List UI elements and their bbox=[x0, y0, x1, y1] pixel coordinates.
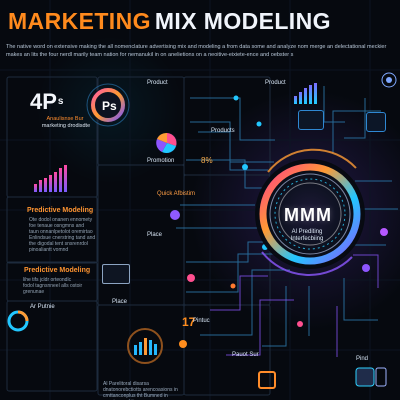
bottom-label-b: Pauot Sur bbox=[232, 352, 259, 358]
big-stat-suffix: s bbox=[57, 96, 64, 107]
core-subtitle-1: Al Prediting bbox=[291, 229, 323, 235]
section-1-line-2: foe tenaue osngmns and bbox=[29, 223, 85, 229]
section-2-line-1: lihe tifs jcldr orteondlc bbox=[23, 277, 72, 283]
top-right-product-label: Product bbox=[265, 80, 286, 86]
pie-icon bbox=[12, 312, 26, 326]
monitor-icon bbox=[366, 112, 386, 132]
settings-icon bbox=[102, 264, 130, 284]
bottom-label-a: Pintuc bbox=[193, 318, 210, 324]
stat-subtitle-white: marketing drodisdte bbox=[41, 123, 91, 129]
place-label-bottom: Place bbox=[112, 299, 128, 305]
big-stat: 4Ps bbox=[30, 91, 63, 113]
core-label: MMM bbox=[284, 205, 332, 225]
promotion-label: Promotion bbox=[147, 158, 175, 164]
intro-text: The native word on extensive making the … bbox=[6, 44, 387, 58]
left-small-label: Ar Putnie bbox=[30, 304, 55, 310]
phone-icon bbox=[376, 368, 386, 386]
percent-label: 8% bbox=[201, 156, 213, 165]
section-lines-1: Ote dodol onanen ennomety foe tenaue osn… bbox=[29, 217, 124, 253]
section-title-2: Predictive Modeling bbox=[24, 267, 91, 274]
chart-icon bbox=[298, 110, 324, 130]
section-1-line-3: taun onnanlpetolot oremirtao bbox=[29, 229, 93, 235]
section-2-line-3: grenunae bbox=[23, 289, 45, 295]
ps-label: Ps bbox=[102, 99, 117, 113]
product-label-mid: Products bbox=[211, 128, 235, 134]
place-label-top: Place bbox=[147, 232, 163, 238]
bottom-right-label: Pind bbox=[356, 356, 369, 362]
bottom-paragraph: Al Parelitoral disarsa dnatonorebctiotts… bbox=[103, 381, 178, 400]
product-label-top: Product bbox=[147, 80, 168, 86]
stat-subtitle-orange: Anaulisnse Bur bbox=[46, 116, 84, 122]
big-stat-value: 4P bbox=[30, 89, 57, 114]
bottom-stat: 17 bbox=[182, 315, 196, 329]
section-1-line-1: Ote dodol onanen ennomety bbox=[29, 217, 93, 223]
title-part-mix-modeling: MIX MODELING bbox=[154, 8, 331, 34]
section-1-line-4: Enlindsue cnerstring tand and bbox=[29, 235, 96, 241]
gauge-icon bbox=[382, 72, 396, 86]
network-icon bbox=[258, 372, 274, 388]
section-title-1: Predictive Modeling bbox=[27, 207, 94, 214]
section-lines-2: lihe tifs jcldr orteondlc fodol tagnsnne… bbox=[23, 277, 118, 295]
core-subtitle-2: Interfecbiing bbox=[290, 236, 324, 242]
section-1-line-5: the digodal tent snsrenrdol bbox=[29, 241, 88, 247]
page-title: MARKETING MIX MODELING bbox=[8, 8, 331, 34]
section-1-line-6: pinoaliantt vomnd bbox=[29, 247, 69, 253]
section-2-line-2: fodol tagnsnneel alls ostoir bbox=[23, 283, 83, 289]
quick-label: Quick Afbistim bbox=[157, 191, 196, 197]
title-part-marketing: MARKETING bbox=[8, 8, 151, 34]
